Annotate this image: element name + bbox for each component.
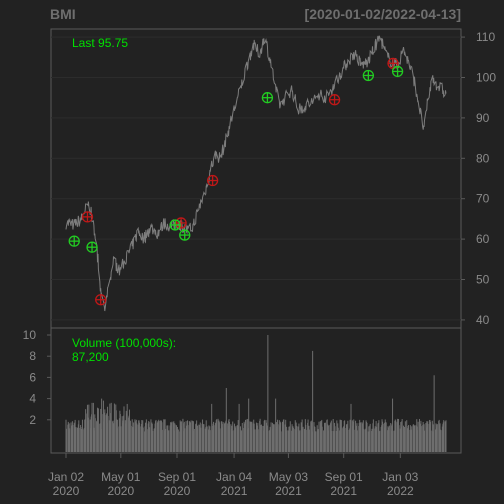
date-tick-label: Jan 03 — [382, 470, 418, 484]
volume-panel-frame — [50, 327, 462, 454]
date-tick-label: Sep 01 — [158, 470, 196, 484]
buy-signal-marker — [261, 92, 274, 104]
volume-axis-ticks: 2 4 6 8 10 — [23, 328, 51, 427]
date-tick-year: 2021 — [221, 484, 248, 498]
sell-signal-marker — [206, 174, 219, 187]
price-axis-ticks: 40 50 60 70 80 90 100 110 — [461, 30, 496, 327]
volume-tick-label: 2 — [29, 413, 36, 427]
price-gridlines — [51, 36, 461, 321]
date-tick-label: Jan 02 — [48, 470, 84, 484]
price-tick-label: 110 — [476, 30, 495, 44]
volume-tick-label: 6 — [29, 370, 36, 384]
sell-signal-marker — [95, 294, 107, 306]
date-tick-year: 2021 — [275, 484, 302, 498]
date-tick-year: 2020 — [53, 484, 80, 498]
price-panel-frame — [50, 28, 462, 329]
sell-signal-marker — [81, 211, 94, 223]
buy-signal-marker — [391, 65, 404, 78]
date-tick-year: 2020 — [164, 484, 191, 498]
trade-signals — [68, 57, 404, 306]
volume-label: Volume (100,000s): — [72, 336, 176, 350]
date-tick-year: 2021 — [330, 484, 357, 498]
price-tick-label: 70 — [476, 192, 490, 206]
buy-signal-marker — [86, 241, 98, 253]
last-price-label: Last 95.75 — [72, 36, 128, 50]
date-tick-label: May 01 — [101, 470, 141, 484]
date-tick-label: Sep 01 — [325, 470, 363, 484]
volume-tick-label: 4 — [29, 392, 36, 406]
price-series — [65, 35, 447, 312]
buy-signal-marker — [169, 219, 181, 231]
chart-title: BMI — [50, 6, 76, 22]
date-range-label: [2020-01-02/2022-04-13] — [305, 6, 461, 22]
sell-signal-marker — [328, 94, 341, 106]
price-line — [65, 35, 447, 312]
price-tick-label: 80 — [476, 151, 490, 165]
price-tick-label: 90 — [476, 111, 490, 125]
buy-signal-marker — [179, 229, 191, 241]
date-tick-year: 2022 — [387, 484, 414, 498]
date-tick-label: May 03 — [269, 470, 309, 484]
volume-tick-label: 10 — [23, 328, 37, 342]
volume-tick-label: 8 — [29, 349, 36, 363]
date-tick-year: 2020 — [107, 484, 134, 498]
buy-signal-marker — [362, 69, 375, 82]
price-tick-label: 100 — [476, 70, 496, 84]
price-tick-label: 50 — [476, 273, 490, 287]
volume-last-value: 87,200 — [72, 350, 109, 364]
volume-bars — [65, 335, 447, 452]
sell-signal-marker — [175, 217, 187, 229]
date-tick-label: Jan 04 — [216, 470, 252, 484]
price-tick-label: 40 — [476, 313, 490, 327]
buy-signal-marker — [68, 235, 80, 247]
price-tick-label: 60 — [476, 232, 490, 246]
